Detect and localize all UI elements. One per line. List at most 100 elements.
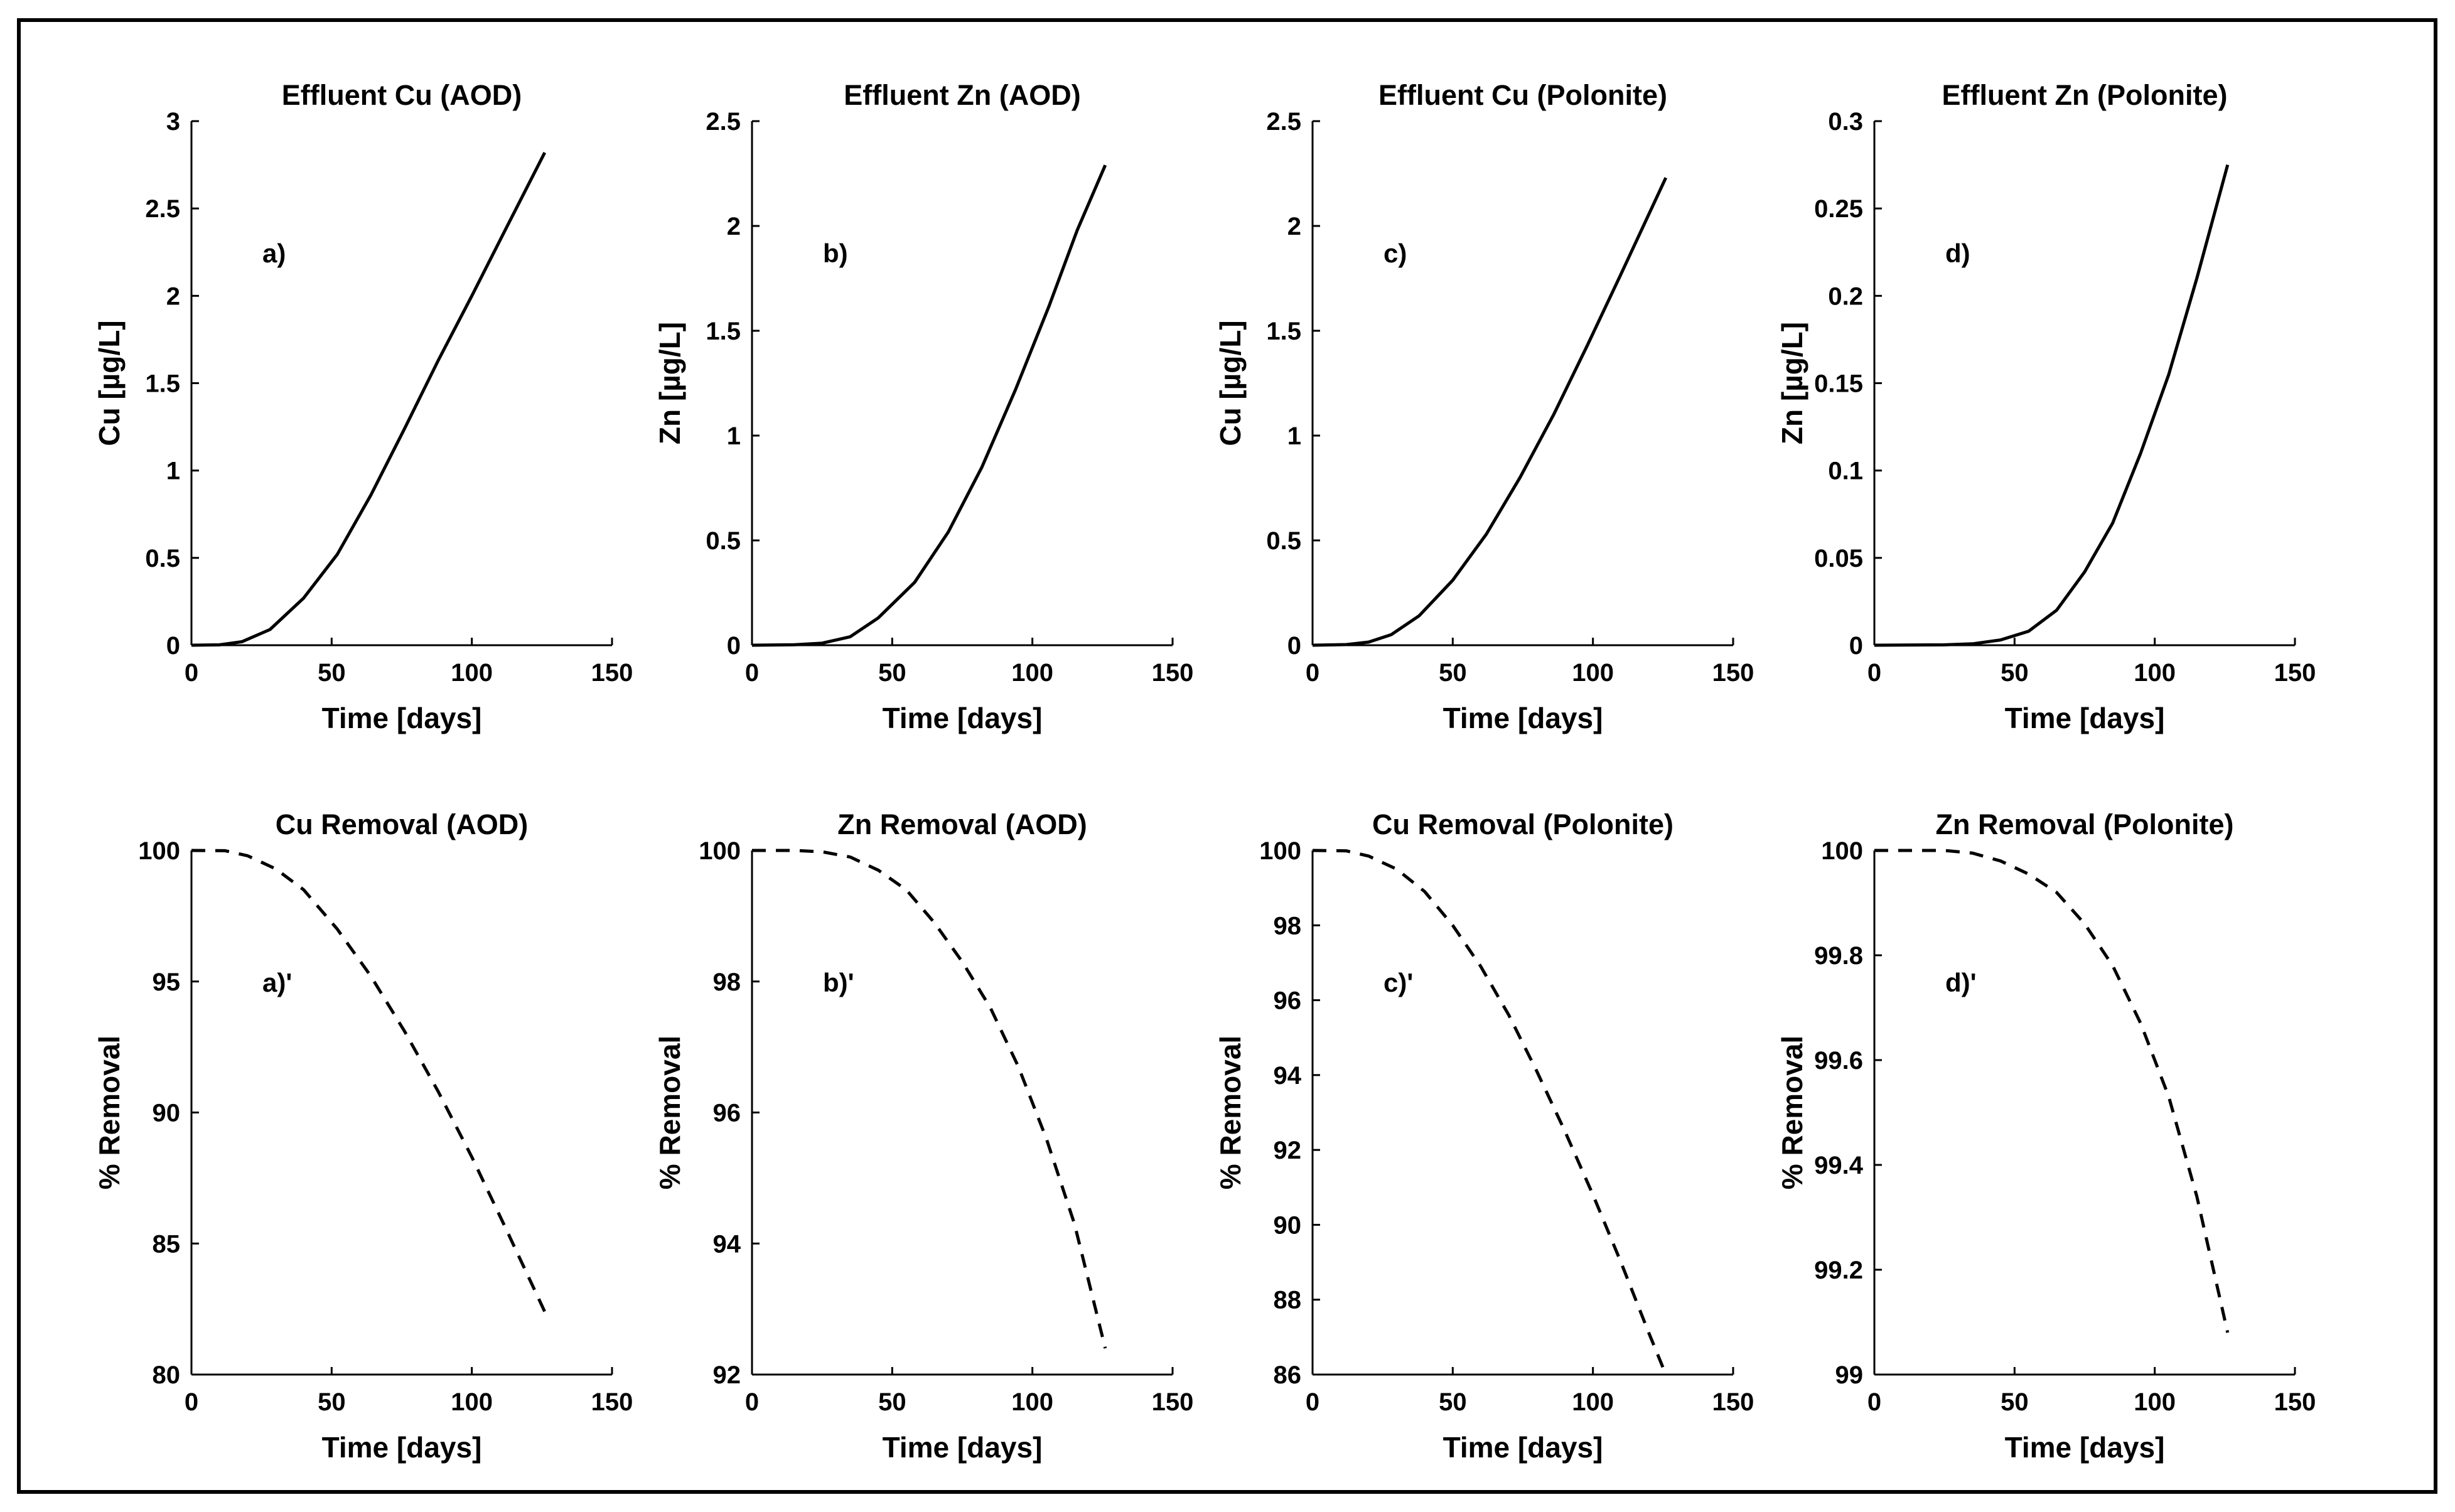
y-tick-label: 100 <box>138 837 180 865</box>
series-line-a2-0 <box>191 849 547 1312</box>
chart-panel-d2: 0 50 100 150 99 99.2 99.4 99.6 99.8 100 Zn Removal… <box>1776 808 2316 1464</box>
y-tick-label: 85 <box>153 1230 181 1258</box>
chart-panel-a: 0 50 100 150 0 0.5 1 1.5 2 2.5 3 Effluent Cu (AOD) T… <box>93 79 633 734</box>
chart-title: Effluent Zn (Polonite) <box>1942 79 2228 111</box>
x-tick-label: 150 <box>2274 659 2316 687</box>
y-tick-label: 100 <box>699 837 741 865</box>
y-tick-label: 96 <box>713 1100 741 1127</box>
y-tick-label: 1.5 <box>1266 318 1301 345</box>
series-line-a-0 <box>191 151 547 647</box>
y-tick-label: 0.15 <box>1814 370 1863 398</box>
y-tick-label: 0.5 <box>145 545 180 572</box>
y-tick-label: 100 <box>1259 837 1301 865</box>
y-tick-label: 94 <box>713 1230 741 1258</box>
chart-title: Cu Removal (Polonite) <box>1372 808 1673 840</box>
x-tick-label: 50 <box>318 1388 346 1416</box>
y-tick-label: 2 <box>727 213 741 240</box>
y-tick-label: 96 <box>1274 987 1302 1015</box>
x-tick-label: 50 <box>1439 1388 1467 1416</box>
panel-annotation: b)' <box>823 968 854 997</box>
x-tick-label: 50 <box>2001 659 2029 687</box>
x-tick-label: 150 <box>591 659 633 687</box>
y-tick-label: 1.5 <box>706 318 741 345</box>
y-tick-label: 98 <box>713 968 741 996</box>
chart-panels: 0 50 100 150 0 0.5 1 1.5 2 2.5 3 Effluent Cu (AOD) T… <box>93 79 2316 1464</box>
y-tick-label: 99.4 <box>1814 1152 1864 1179</box>
x-tick-label: 0 <box>1867 1388 1881 1416</box>
y-axis-label: % Removal <box>93 1036 126 1189</box>
y-axis-label: Zn [µg/L] <box>1776 322 1808 444</box>
y-axis-label: % Removal <box>653 1036 686 1189</box>
chart-panel-b2: 0 50 100 150 92 94 96 98 100 Zn Removal (AOD) Time… <box>653 808 1193 1464</box>
chart-panel-c: 0 50 100 150 0 0.5 1 1.5 2 2.5 Effluent Cu (Poloni… <box>1214 79 1754 734</box>
x-tick-label: 100 <box>1572 1388 1614 1416</box>
x-axis-label: Time [days] <box>1443 702 1603 734</box>
x-tick-label: 150 <box>1152 659 1194 687</box>
panel-annotation: c) <box>1383 239 1407 268</box>
x-tick-label: 150 <box>1152 1388 1194 1416</box>
y-tick-label: 0 <box>727 632 741 660</box>
y-tick-label: 90 <box>153 1100 181 1127</box>
y-tick-label: 1 <box>1287 422 1301 450</box>
y-tick-label: 2 <box>1287 213 1301 240</box>
x-axis-label: Time [days] <box>1443 1431 1603 1464</box>
chart-panel-d: 0 50 100 150 0 0.05 0.1 0.15 0.2 0.25 0.3 Effluent … <box>1776 79 2316 734</box>
x-tick-label: 50 <box>2001 1388 2029 1416</box>
x-tick-label: 150 <box>1712 1388 1754 1416</box>
chart-title: Effluent Cu (AOD) <box>282 79 522 111</box>
x-tick-label: 0 <box>1867 659 1881 687</box>
y-tick-label: 0.5 <box>1266 527 1301 555</box>
y-tick-label: 0.05 <box>1814 545 1863 572</box>
y-tick-label: 100 <box>1821 837 1863 865</box>
x-tick-label: 100 <box>1011 1388 1053 1416</box>
x-tick-label: 0 <box>185 1388 198 1416</box>
y-axis-label: % Removal <box>1214 1036 1247 1189</box>
y-tick-label: 0.2 <box>1828 282 1863 310</box>
y-tick-label: 95 <box>153 968 181 996</box>
y-tick-label: 80 <box>153 1361 181 1389</box>
chart-panel-a2: 0 50 100 150 80 85 90 95 100 Cu Removal (AOD) Time… <box>93 808 633 1464</box>
x-tick-label: 0 <box>1306 659 1319 687</box>
y-tick-label: 90 <box>1274 1211 1302 1239</box>
x-tick-label: 0 <box>185 659 198 687</box>
series-line-b-0 <box>751 164 1107 647</box>
y-axis-label: Cu [µg/L] <box>93 320 126 446</box>
x-axis-label: Time [days] <box>2005 1431 2165 1464</box>
series-line-d-0 <box>1874 164 2230 647</box>
x-tick-label: 50 <box>878 659 906 687</box>
y-tick-label: 86 <box>1274 1361 1302 1389</box>
x-tick-label: 50 <box>1439 659 1467 687</box>
y-tick-label: 94 <box>1274 1062 1302 1090</box>
y-tick-label: 0.5 <box>706 527 741 555</box>
x-tick-label: 100 <box>1011 659 1053 687</box>
y-tick-label: 1.5 <box>145 370 180 398</box>
chart-panel-c2: 0 50 100 150 86 88 90 92 94 96 98 100 Cu Removal (Po… <box>1214 808 1754 1464</box>
chart-panel-b: 0 50 100 150 0 0.5 1 1.5 2 2.5 Effluent Zn (AOD) Ti… <box>653 79 1193 734</box>
x-tick-label: 50 <box>318 659 346 687</box>
y-axis-label: Cu [µg/L] <box>1214 320 1247 446</box>
y-tick-label: 0.25 <box>1814 195 1863 223</box>
y-tick-label: 2.5 <box>1266 108 1301 136</box>
y-tick-label: 3 <box>166 108 180 136</box>
x-axis-label: Time [days] <box>883 1431 1043 1464</box>
y-axis-label: Zn [µg/L] <box>653 322 686 444</box>
panel-annotation: d)' <box>1945 968 1977 997</box>
x-tick-label: 150 <box>591 1388 633 1416</box>
chart-title: Effluent Cu (Polonite) <box>1378 79 1667 111</box>
y-tick-label: 88 <box>1274 1287 1302 1314</box>
panel-annotation: c)' <box>1383 968 1413 997</box>
panel-annotation: d) <box>1945 239 1970 268</box>
chart-title: Cu Removal (AOD) <box>276 808 529 840</box>
y-tick-label: 0 <box>1849 632 1863 660</box>
y-tick-label: 2 <box>166 282 180 310</box>
x-tick-label: 100 <box>2134 1388 2176 1416</box>
y-tick-label: 2.5 <box>706 108 741 136</box>
x-tick-label: 100 <box>2134 659 2176 687</box>
y-tick-label: 92 <box>1274 1137 1302 1164</box>
y-tick-label: 99.8 <box>1814 942 1863 970</box>
y-tick-label: 2.5 <box>145 195 180 223</box>
series-line-c-0 <box>1312 177 1668 647</box>
y-tick-label: 98 <box>1274 912 1302 940</box>
y-tick-label: 0 <box>166 632 180 660</box>
